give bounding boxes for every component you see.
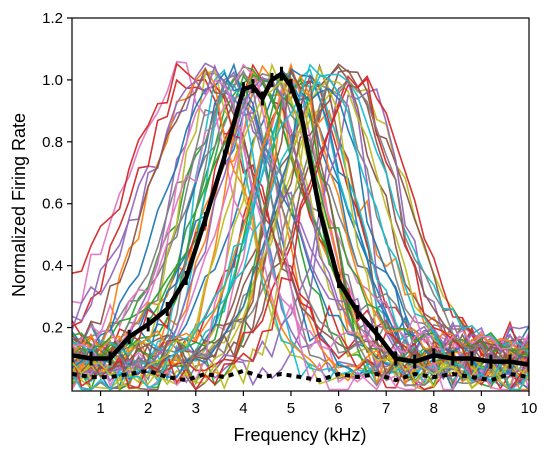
x-tick-label: 8 — [430, 400, 438, 417]
individual-curves-group — [72, 60, 529, 391]
tuning-curve — [72, 77, 529, 391]
x-axis-label: Frequency (kHz) — [233, 425, 366, 445]
x-tick-label: 10 — [521, 400, 538, 417]
y-tick-label: 0.2 — [42, 320, 63, 337]
tuning-curve — [72, 69, 529, 375]
tuning-curve — [72, 76, 529, 354]
tuning-curve — [72, 80, 529, 391]
plot-frame — [71, 17, 530, 392]
y-tick-label: 1.2 — [42, 10, 63, 27]
tuning-curve — [72, 78, 529, 391]
tuning-curve — [72, 74, 529, 391]
x-tick-label: 9 — [477, 400, 485, 417]
y-tick-label: 0.4 — [42, 258, 63, 275]
x-tick-label: 4 — [239, 400, 247, 417]
tuning-curve — [72, 79, 529, 380]
y-tick-label: 1.0 — [42, 72, 63, 89]
x-tick-label: 6 — [334, 400, 342, 417]
y-axis-label: Normalized Firing Rate — [9, 113, 29, 297]
x-tick-label: 1 — [96, 400, 104, 417]
tuning-curve — [72, 63, 529, 357]
y-axis: 0.2 0.4 0.6 0.8 1.0 1.2 — [42, 10, 72, 337]
x-tick-label: 7 — [382, 400, 390, 417]
x-tick-label: 5 — [287, 400, 295, 417]
baseline-curve — [72, 368, 529, 383]
tuning-curve — [72, 76, 529, 373]
x-tick-label: 2 — [144, 400, 152, 417]
mean-tuning-curve — [72, 71, 529, 367]
y-tick-label: 0.6 — [42, 196, 63, 213]
x-tick-label: 3 — [192, 400, 200, 417]
x-axis: 1 2 3 4 5 6 7 8 9 10 — [96, 391, 537, 417]
summary-lines-group — [72, 66, 529, 383]
y-tick-label: 0.8 — [42, 134, 63, 151]
tuning-curve — [72, 79, 529, 355]
tuning-curve — [72, 74, 529, 370]
